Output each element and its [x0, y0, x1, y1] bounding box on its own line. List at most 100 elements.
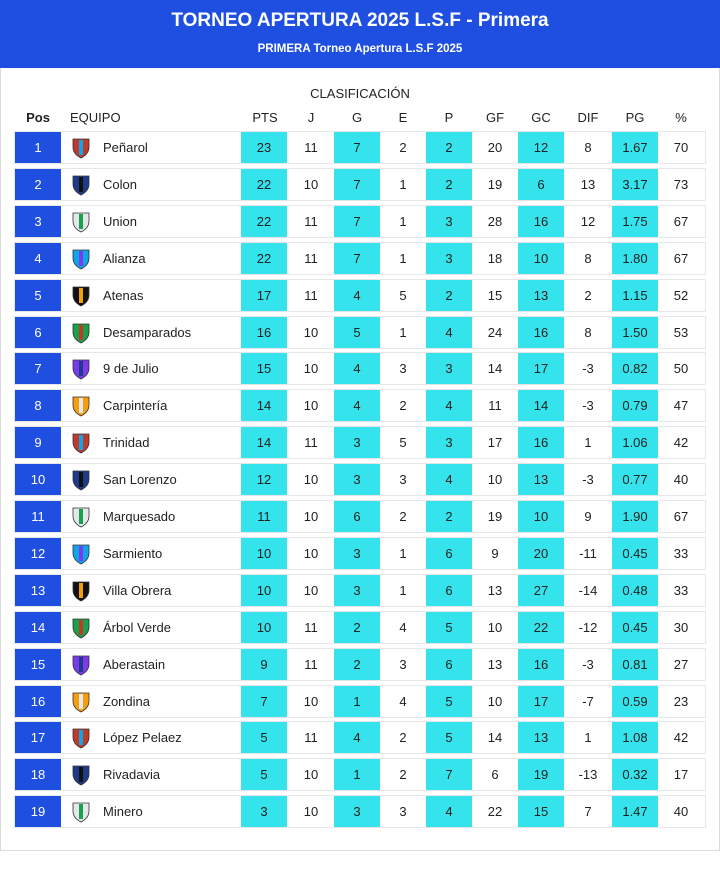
stat-cell-gf: 19 — [487, 509, 503, 524]
stat-cell-g: 3 — [334, 464, 380, 496]
col-header-pos: Pos — [26, 110, 50, 125]
stat-cell-pts: 3 — [241, 796, 287, 828]
stat-cell-j: 10 — [303, 582, 319, 598]
stat-cell-dif: 13 — [580, 176, 596, 192]
stat-cell-g: 3 — [334, 537, 380, 569]
stat-cell-g: 7 — [334, 242, 380, 274]
table-row: 16 Zondina 7 10 1 4 5 10 17 -7 0.59 23 — [14, 684, 706, 718]
stat-cell-pg: 0.81 — [612, 648, 658, 680]
marquesado-shield-icon — [72, 507, 90, 528]
stat-cell-gc: 16 — [518, 316, 564, 348]
stat-cell-pts: 17 — [241, 279, 287, 311]
col-header-pts: PTS — [252, 110, 278, 125]
section-title: CLASIFICACIÓN — [310, 86, 410, 101]
stat-cell-gc: 10 — [518, 242, 564, 274]
stat-cell-gf: 10 — [487, 693, 503, 709]
stat-cell-e: 5 — [399, 435, 407, 451]
stat-cell-gf: 18 — [487, 250, 503, 266]
stat-cell-gc: 16 — [518, 205, 564, 237]
arbol-verde-shield-icon — [72, 618, 90, 639]
stat-cell-g: 7 — [334, 205, 380, 237]
team-name: San Lorenzo — [103, 472, 177, 488]
penarol-shield-icon — [72, 138, 90, 159]
stat-cell-p: 4 — [426, 390, 472, 422]
stat-cell-p: 2 — [426, 168, 472, 200]
carpinteria-shield-icon — [72, 396, 90, 417]
stat-cell-pts: 10 — [241, 574, 287, 606]
stat-cell-p: 2 — [426, 501, 472, 532]
san-lorenzo-shield-icon — [72, 470, 90, 491]
stat-cell-e: 1 — [399, 545, 407, 561]
stat-cell-dif: 8 — [584, 250, 592, 266]
team-name: Sarmiento — [103, 545, 163, 561]
stat-cell-p: 3 — [426, 242, 472, 274]
stat-cell-gc: 6 — [518, 168, 564, 200]
stat-cell-dif: -14 — [578, 582, 598, 598]
stat-cell-gf: 17 — [487, 435, 503, 451]
stat-cell-j: 10 — [303, 472, 319, 488]
team-name: Zondina — [103, 693, 150, 709]
col-header-dif: DIF — [577, 110, 599, 125]
col-header-gc: GC — [531, 110, 551, 125]
stat-cell-gc: 27 — [518, 574, 564, 606]
stat-cell-j: 10 — [303, 767, 319, 783]
table-row: 4 Alianza 22 11 7 1 3 18 10 8 1.80 67 — [14, 241, 706, 275]
stat-cell-j: 11 — [304, 140, 318, 155]
stat-cell-gf: 19 — [487, 176, 503, 192]
stat-cell-gf: 13 — [487, 582, 503, 598]
nueve-de-julio-shield-icon — [72, 359, 90, 380]
stat-cell-pct: 30 — [673, 619, 689, 635]
stat-cell-pct: 40 — [673, 472, 689, 488]
col-header-gf: GF — [485, 110, 505, 125]
stat-cell-pts: 22 — [241, 205, 287, 237]
position-cell: 15 — [15, 648, 61, 680]
table-row: 18 Rivadavia 5 10 1 2 7 6 19 -13 0.32 17 — [14, 758, 706, 792]
stat-cell-gc: 20 — [518, 537, 564, 569]
stat-cell-p: 3 — [426, 353, 472, 385]
stat-cell-pg: 1.50 — [612, 316, 658, 348]
stat-cell-pct: 52 — [673, 287, 689, 303]
stat-cell-pct: 27 — [673, 656, 689, 672]
stat-cell-pg: 1.75 — [612, 205, 658, 237]
position-cell: 11 — [15, 501, 61, 532]
stat-cell-dif: 8 — [584, 324, 592, 340]
stat-cell-pts: 22 — [241, 168, 287, 200]
stat-cell-pct: 23 — [673, 693, 689, 709]
stat-cell-p: 5 — [426, 611, 472, 643]
stat-cell-pct: 47 — [673, 398, 689, 414]
stat-cell-e: 1 — [399, 176, 407, 192]
team-name: 9 de Julio — [103, 361, 159, 377]
stat-cell-j: 10 — [303, 693, 319, 709]
stat-cell-pts: 14 — [241, 427, 287, 459]
stat-cell-pg: 0.48 — [612, 574, 658, 606]
stat-cell-e: 2 — [399, 767, 407, 783]
stat-cell-pg: 1.90 — [612, 501, 658, 532]
stat-cell-gf: 11 — [488, 398, 502, 414]
stat-cell-gc: 19 — [518, 759, 564, 791]
table-row: 5 Atenas 17 11 4 5 2 15 13 2 1.15 52 — [14, 278, 706, 312]
stat-cell-e: 4 — [399, 693, 407, 709]
position-cell: 12 — [15, 537, 61, 569]
stat-cell-j: 11 — [304, 730, 318, 746]
table-row: 12 Sarmiento 10 10 3 1 6 9 20 -11 0.45 33 — [14, 536, 706, 570]
team-name: Aberastain — [103, 656, 166, 672]
stat-cell-gf: 22 — [487, 804, 503, 820]
position-cell: 13 — [15, 574, 61, 606]
stat-cell-gc: 10 — [518, 501, 564, 532]
stat-cell-j: 10 — [303, 176, 319, 192]
stat-cell-p: 4 — [426, 796, 472, 828]
stat-cell-gf: 14 — [487, 361, 503, 377]
stat-cell-p: 7 — [426, 759, 472, 791]
table-row: 1 Peñarol 23 11 7 2 2 20 12 8 1.67 70 — [14, 131, 706, 164]
table-row: 19 Minero 3 10 3 3 4 22 15 7 1.47 40 — [14, 795, 706, 829]
lopez-pelaez-shield-icon — [72, 728, 90, 749]
stat-cell-pts: 5 — [241, 759, 287, 791]
stat-cell-pct: 40 — [673, 804, 689, 820]
stat-cell-gf: 15 — [487, 287, 503, 303]
stat-cell-pts: 10 — [241, 537, 287, 569]
stat-cell-gf: 10 — [487, 472, 503, 488]
team-name: Rivadavia — [103, 767, 161, 783]
stat-cell-g: 7 — [334, 132, 380, 163]
stat-cell-gc: 17 — [518, 685, 564, 717]
stat-cell-pct: 70 — [673, 140, 689, 155]
